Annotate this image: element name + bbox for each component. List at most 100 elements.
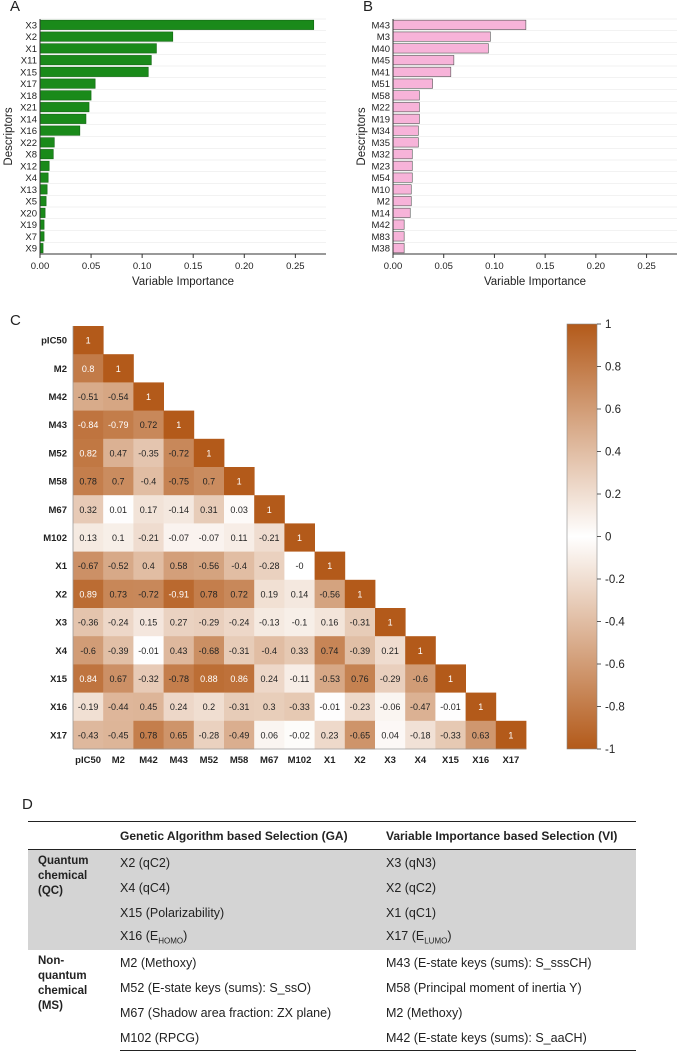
heatmap-cell [193, 467, 225, 496]
colorbar-tick-label: 0 [605, 532, 611, 544]
cell-value: -0.56 [199, 561, 220, 571]
cell-value: 1 [478, 702, 483, 712]
cell-value: -0.29 [380, 674, 401, 684]
category-tick-label: X5 [25, 197, 37, 208]
table-header-ga: Genetic Algorithm based Selection (GA) [120, 821, 386, 850]
ga-cell: M102 (RPCG) [120, 1025, 386, 1051]
heatmap-cell [254, 720, 285, 750]
heatmap-cell [193, 551, 225, 581]
category-tick-label: M32 [372, 150, 390, 161]
cell-value: 1 [297, 533, 302, 543]
column-label: M102 [288, 755, 312, 766]
heatmap-cell [435, 692, 466, 722]
vi-cell: M43 (E-state keys (sums): S_sssCH) [386, 955, 592, 970]
category-qc: Quantum chemical (QC) [28, 849, 120, 950]
category-tick-label: X1 [25, 44, 37, 55]
cell-value: -0.1 [292, 618, 308, 628]
cell-value: -0.21 [259, 533, 280, 543]
row-label: M58 [49, 477, 67, 488]
x-tick-label: 0.00 [31, 261, 50, 272]
cell-value: 0.21 [381, 646, 399, 656]
row-label: X17 [50, 730, 67, 741]
cell-value: 0.15 [140, 618, 158, 628]
category-tick-label: X17 [20, 79, 37, 90]
category-tick-label: M38 [372, 244, 390, 255]
category-tick-label: M54 [372, 173, 390, 184]
cell-value: -0.07 [168, 533, 189, 543]
cell-value: -0.72 [138, 589, 159, 599]
cell-value: 0.67 [110, 674, 128, 684]
category-line: Quantum [38, 855, 89, 867]
heatmap-cell [103, 467, 134, 496]
heatmap-cell [163, 523, 195, 552]
category-line: chemical [38, 870, 88, 882]
table-row: Quantum chemical (QC) X2 (qC2) X3 (qN3) [28, 849, 636, 950]
cell-value: 0.7 [203, 477, 216, 487]
table-row: X16 (EHOMO) X17 (ELUMO) [28, 925, 636, 950]
y-axis-title: Descriptors [3, 107, 15, 165]
category-tick-label: M23 [372, 161, 390, 172]
category-tick-label: X2 [25, 32, 37, 43]
cell-value: 0.2 [203, 702, 216, 712]
cell-value: 0.84 [79, 674, 97, 684]
cell-value: -0.39 [108, 646, 129, 656]
column-label: X15 [442, 755, 460, 766]
cell-value: 0.11 [231, 533, 248, 543]
heatmap-cell [344, 636, 376, 665]
x-tick-label: 0.15 [536, 261, 555, 272]
x-tick-label: 0.10 [133, 261, 152, 272]
category-tick-label: X14 [20, 114, 37, 125]
heatmap-cell [133, 382, 164, 411]
category-tick-label: X3 [25, 20, 37, 31]
heatmap-cell [344, 579, 376, 609]
cell-value: 0.43 [170, 646, 188, 656]
category-tick-label: M10 [372, 185, 390, 196]
heatmap-cell [133, 579, 164, 609]
category-tick-label: X12 [20, 161, 37, 172]
heatmap-cell [465, 720, 497, 750]
heatmap-cell [133, 720, 164, 750]
cell-value: 1 [146, 392, 151, 402]
cell-value: 0.74 [321, 646, 339, 656]
row-label: M52 [49, 448, 67, 459]
ga-cell: X15 (Polarizability) [120, 900, 386, 925]
colorbar-tick-label: 0.4 [605, 447, 622, 459]
panel-d-label: D [22, 796, 33, 813]
heatmap-cell [405, 720, 436, 750]
category-tick-label: X11 [21, 56, 37, 67]
row-label: pIC50 [41, 336, 67, 347]
heatmap-cell [73, 664, 104, 693]
category-tick-label: M58 [372, 91, 390, 102]
heatmap-cell [314, 579, 346, 609]
cell-value: -0.4 [262, 646, 278, 656]
heatmap-cell [224, 551, 255, 581]
heatmap-cell [435, 720, 466, 750]
cell-value: 0.06 [261, 730, 279, 740]
bar-chart-a: X3X2X1X11X15X17X18X21X14X16X22X8X12X4X13… [3, 18, 326, 288]
ga-cell: X4 (qC4) [120, 875, 386, 900]
category-ms: Non- quantum chemical (MS) [28, 950, 120, 1051]
x-tick-label: 0.00 [384, 261, 403, 272]
heatmap-cell [73, 692, 104, 722]
cell-value: -0.28 [199, 730, 220, 740]
category-tick-label: X4 [25, 173, 37, 184]
cell-value: -0.75 [168, 477, 189, 487]
cell-value: -0.52 [108, 561, 129, 571]
category-tick-label: M45 [372, 56, 390, 67]
correlation-heatmap: pIC50 1 M2 0.8 1 M42 -0.51 -0.54 1 M43 -0.84 -0.79 0… [41, 319, 625, 766]
cell-value: -0.45 [108, 730, 129, 740]
ga-cell: M52 (E-state keys (sums): S_ssO) [120, 980, 312, 995]
heatmap-cell [193, 692, 225, 722]
category-tick-label: M3 [377, 32, 390, 43]
category-tick-label: X13 [20, 185, 37, 196]
category-tick-label: X9 [25, 244, 37, 255]
cell-value: 0.14 [291, 589, 309, 599]
heatmap-cell [254, 523, 285, 552]
x-tick-label: 0.25 [637, 261, 656, 272]
column-label: M58 [230, 755, 248, 766]
cell-value: 1 [327, 561, 332, 571]
cell-value: -0.02 [289, 730, 310, 740]
x-tick-label: 0.10 [485, 261, 504, 272]
heatmap-cell [254, 551, 285, 581]
cell-value: -0.91 [168, 589, 189, 599]
